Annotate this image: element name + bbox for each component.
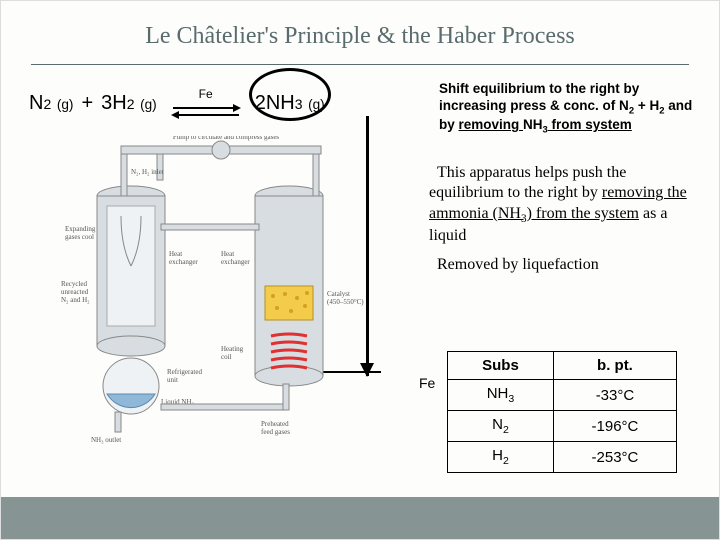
reactant-n2: N2 (g)	[29, 92, 73, 115]
svg-text:gases cool: gases cool	[65, 233, 94, 241]
svg-text:exchanger: exchanger	[221, 258, 250, 266]
svg-text:N₂ and H₂: N₂ and H₂	[61, 296, 90, 304]
svg-text:Heat: Heat	[169, 250, 182, 258]
fe-diagram-label: Fe	[419, 351, 435, 391]
table-header-bp: b. pt.	[553, 352, 677, 380]
table-row: N2 -196°C	[448, 411, 677, 442]
svg-text:Heat: Heat	[221, 250, 234, 258]
title-rule	[31, 64, 689, 65]
table-cell: NH3	[448, 380, 553, 411]
svg-text:Recycled: Recycled	[61, 280, 88, 288]
page-title: Le Châtelier's Principle & the Haber Pro…	[1, 1, 719, 64]
svg-text:exchanger: exchanger	[169, 258, 198, 266]
svg-text:Expanding: Expanding	[65, 225, 96, 233]
svg-text:Heating: Heating	[221, 345, 244, 353]
table-cell: N2	[448, 411, 553, 442]
svg-text:unit: unit	[167, 376, 178, 384]
table-cell: -33°C	[553, 380, 677, 411]
product-nh3: 2NH3 (g)	[255, 92, 325, 115]
svg-text:feed gases: feed gases	[261, 428, 290, 436]
plus-sign: +	[81, 92, 93, 115]
boiling-point-table: Subs b. pt. NH3 -33°C N2 -196°C H2 -253°…	[447, 351, 677, 473]
explanation-text: This apparatus helps push the equilibriu…	[429, 163, 699, 283]
boiling-point-table-wrap: Fe Subs b. pt. NH3 -33°C N2 -196°C H2 -2…	[419, 351, 699, 473]
haber-apparatus-diagram: Pump to circulate and compress gases N₂,…	[61, 136, 391, 466]
svg-text:Pump to circulate and compress: Pump to circulate and compress gases	[173, 136, 280, 141]
explanation-p2: Removed by liquefaction	[429, 255, 699, 275]
svg-text:Refrigerated: Refrigerated	[167, 368, 202, 376]
table-row: H2 -253°C	[448, 442, 677, 473]
equilibrium-equation: N2 (g) + 3H2 (g) Fe 2NH3 (g)	[29, 87, 325, 119]
table-cell: H2	[448, 442, 553, 473]
svg-text:NH₃ outlet: NH₃ outlet	[91, 436, 121, 444]
svg-text:Preheated: Preheated	[261, 420, 289, 428]
svg-text:(450–550°C): (450–550°C)	[327, 298, 364, 306]
svg-text:coil: coil	[221, 353, 232, 361]
explanation-p1: This apparatus helps push the equilibriu…	[429, 163, 699, 247]
svg-text:Catalyst: Catalyst	[327, 290, 350, 298]
table-header-subs: Subs	[448, 352, 553, 380]
shift-note: Shift equilibrium to the right by increa…	[439, 81, 699, 137]
table-row: NH3 -33°C	[448, 380, 677, 411]
footer-band	[1, 497, 719, 539]
catalyst-label: Fe	[199, 87, 213, 101]
svg-text:N₂, H₂ inlet: N₂, H₂ inlet	[131, 168, 164, 176]
reactant-h2: 3H2 (g)	[101, 92, 157, 115]
svg-text:unreacted: unreacted	[61, 288, 89, 296]
table-cell: -196°C	[553, 411, 677, 442]
equilibrium-arrow: Fe	[171, 87, 241, 119]
table-cell: -253°C	[553, 442, 677, 473]
